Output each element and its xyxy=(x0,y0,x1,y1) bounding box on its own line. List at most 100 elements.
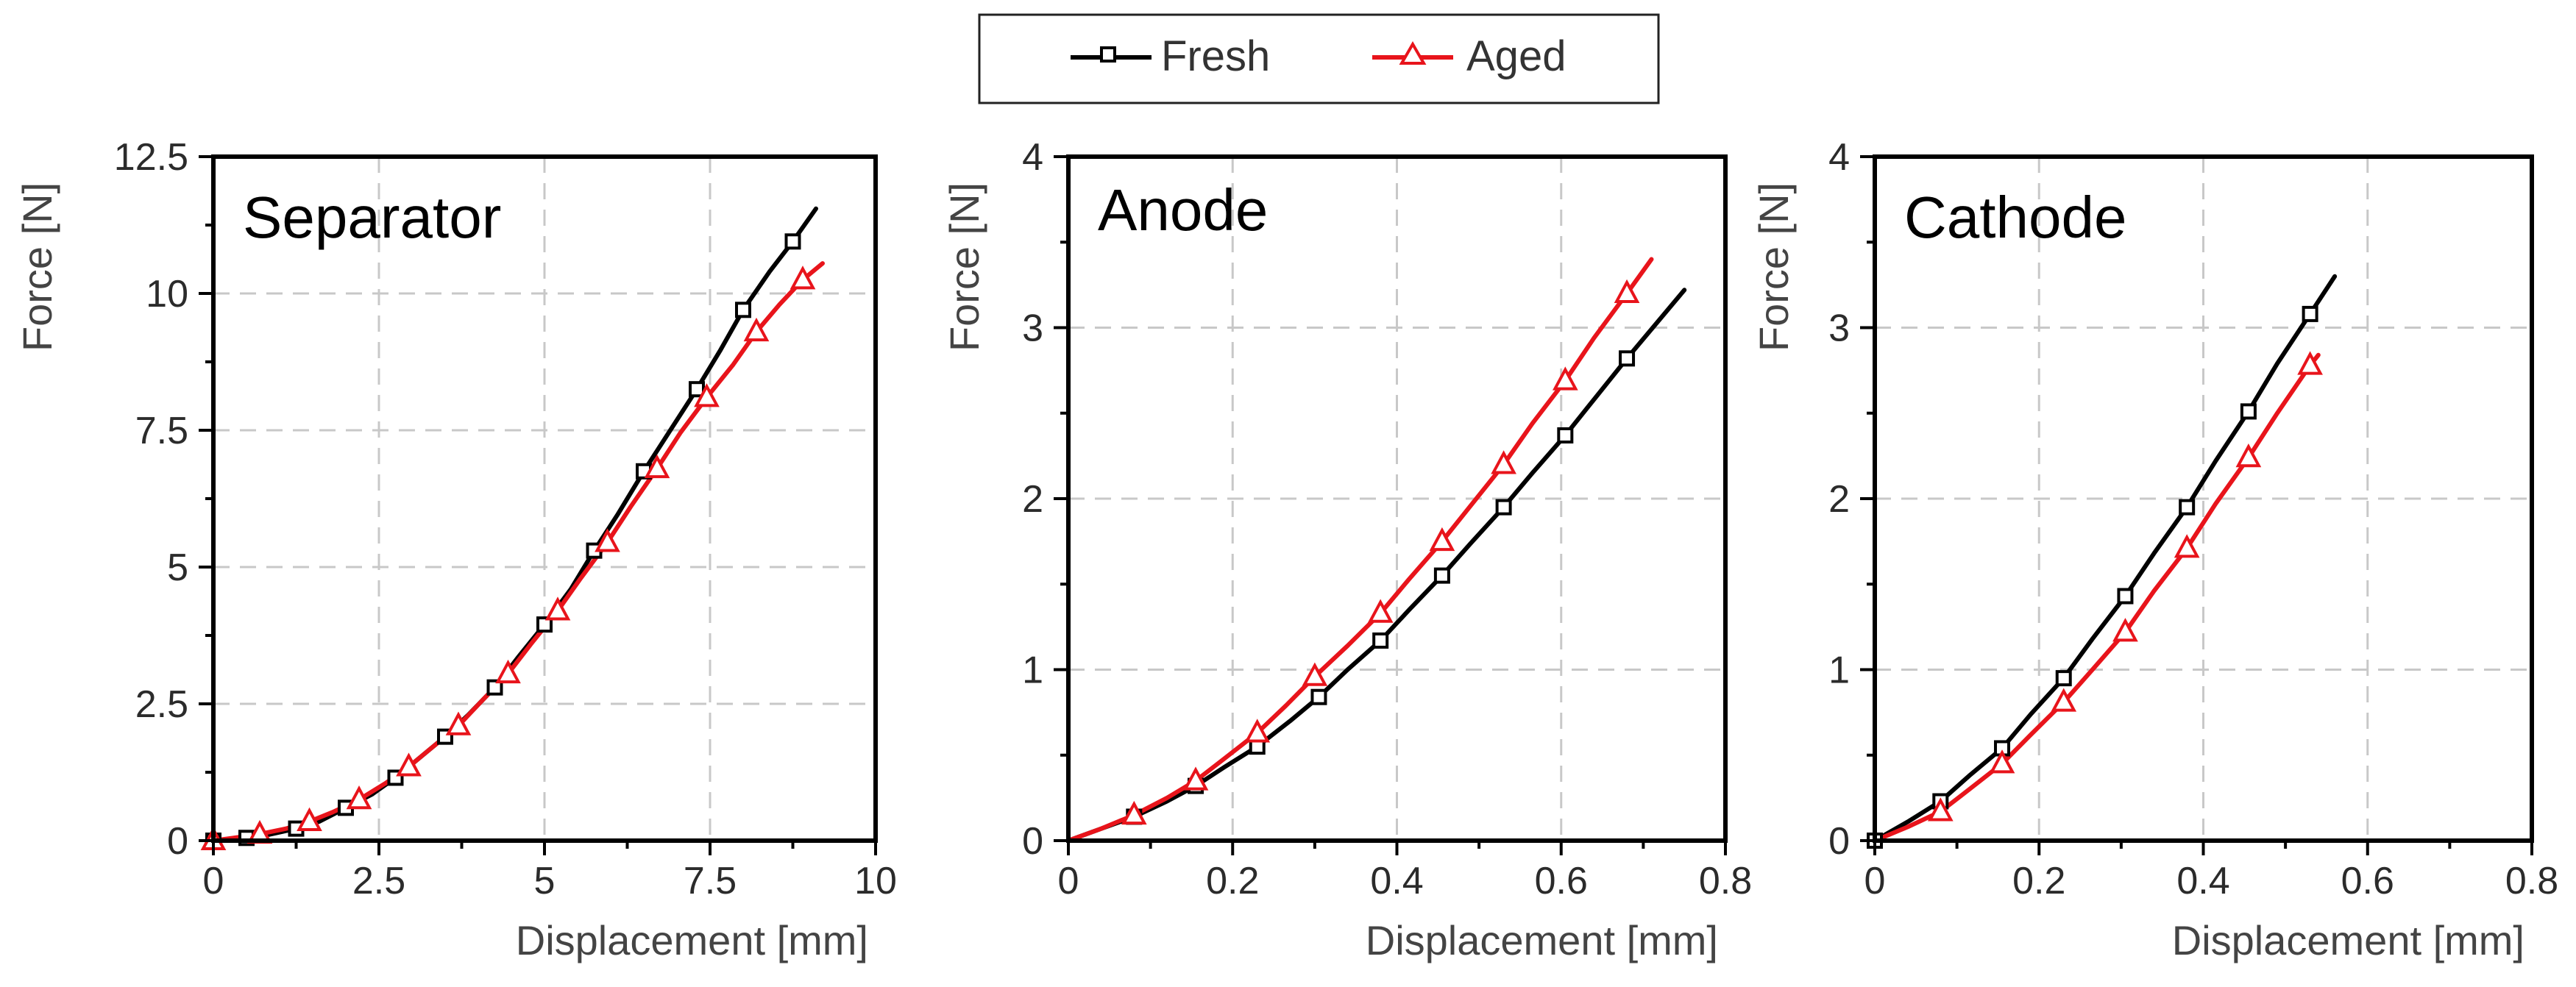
separator-aged-marker xyxy=(445,711,472,735)
cathode-aged-marker xyxy=(2174,534,2200,558)
separator-fresh-marker xyxy=(486,679,503,696)
separator-fresh-marker xyxy=(536,616,553,633)
cathode-x-tick-label: 0.2 xyxy=(2012,860,2065,902)
anode-y-tick-label: 2 xyxy=(1022,478,1043,521)
anode-fresh-marker xyxy=(1372,632,1389,649)
separator-x-tick-label: 5 xyxy=(534,860,556,902)
cathode-x-tick-label: 0.8 xyxy=(2505,860,2558,902)
separator-series-aged-line xyxy=(211,261,825,843)
separator-aged-marker xyxy=(544,596,571,621)
separator-x-tick-label: 2.5 xyxy=(352,860,405,902)
anode-fresh-marker xyxy=(1619,350,1636,367)
cathode-aged-marker xyxy=(1927,797,1954,822)
legend-entry-fresh: Fresh xyxy=(1071,32,1270,80)
anode-grid xyxy=(1068,157,1725,841)
cathode-x-axis-label: Displacement [mm] xyxy=(2172,917,2524,963)
legend: Fresh Aged xyxy=(978,13,1660,104)
anode-x-axis-label: Displacement [mm] xyxy=(1366,917,1718,963)
separator-fresh-marker xyxy=(784,233,801,250)
cathode-fresh-marker xyxy=(2240,403,2257,420)
anode-x-tick-label: 0.2 xyxy=(1206,860,1259,902)
separator-x-tick-label: 10 xyxy=(854,860,897,902)
anode-x-tick-label: 0 xyxy=(1058,860,1079,902)
cathode-y-tick-label: 0 xyxy=(1828,820,1850,863)
anode-fresh-marker xyxy=(1310,688,1327,705)
anode-y-tick-label: 1 xyxy=(1022,649,1043,692)
cathode-fresh-marker xyxy=(2055,670,2072,687)
anode-series-aged-line xyxy=(1066,257,1654,843)
anode-y-axis-label: Force [N] xyxy=(941,182,987,352)
separator-aged-marker xyxy=(694,383,720,407)
cathode-aged-marker xyxy=(2297,351,2323,375)
separator-y-tick-label: 5 xyxy=(167,546,188,589)
separator-fresh-marker xyxy=(689,381,705,398)
cathode-aged-marker xyxy=(2051,688,2077,712)
cathode-y-tick-label: 1 xyxy=(1828,649,1850,692)
cathode-y-tick-label: 3 xyxy=(1828,307,1850,350)
anode-panel-title: Anode xyxy=(1098,177,1268,243)
anode-series-fresh-line xyxy=(1066,288,1687,843)
separator-aged-marker xyxy=(297,807,322,831)
separator-y-tick-label: 12.5 xyxy=(114,136,188,179)
anode-aged-marker xyxy=(1614,279,1640,303)
anode-fresh-marker xyxy=(1495,499,1512,516)
separator-aged-marker xyxy=(346,785,372,810)
anode-fresh-marker xyxy=(1433,567,1450,584)
anode-aged-marker xyxy=(1552,366,1578,391)
anode-x-tick-label: 0.8 xyxy=(1699,860,1752,902)
cathode-x-tick-label: 0 xyxy=(1864,860,1886,902)
separator-series-fresh-line xyxy=(211,206,818,843)
separator-aged-marker xyxy=(790,266,816,290)
separator-aged-marker xyxy=(396,752,422,777)
anode-aged-marker xyxy=(1182,766,1209,791)
legend-entry-aged: Aged xyxy=(1372,32,1566,80)
anode-aged-marker xyxy=(1121,800,1147,825)
anode-aged-marker xyxy=(1429,527,1455,552)
cathode-fresh-marker xyxy=(2117,588,2134,605)
anode-y-tick-label: 4 xyxy=(1022,136,1043,179)
separator-x-tick-label: 0 xyxy=(203,860,224,902)
separator-x-tick-label: 7.5 xyxy=(684,860,737,902)
cathode-y-tick-label: 2 xyxy=(1828,478,1850,521)
separator-aged-marker xyxy=(644,454,670,479)
anode-x-tick-label: 0.4 xyxy=(1370,860,1423,902)
anode-aged-marker xyxy=(1302,662,1328,686)
separator-y-tick-label: 7.5 xyxy=(135,410,188,452)
cathode-series-fresh-line xyxy=(1873,274,2338,843)
legend-aged-marker xyxy=(1399,40,1427,65)
cathode-grid xyxy=(1875,157,2532,841)
cathode-y-axis-label: Force [N] xyxy=(1750,182,1797,352)
cathode-aged-marker xyxy=(2235,443,2262,468)
panel-anode: 0 0.2 0.4 0.6 0.8 0 1 2 3 4 Displacement [mm] Force… xyxy=(941,136,1752,963)
panel-cathode: 0 0.2 0.4 0.6 0.8 0 1 2 3 4 Displacement [mm] Force… xyxy=(1750,136,2558,963)
separator-aged-marker xyxy=(495,659,521,684)
anode-fresh-marker xyxy=(1557,427,1574,443)
cathode-x-tick-label: 0.4 xyxy=(2176,860,2229,902)
anode-y-tick-label: 0 xyxy=(1022,820,1043,863)
cathode-series-aged-line xyxy=(1873,352,2321,843)
anode-aged-marker xyxy=(1244,719,1271,743)
separator-aged-marker xyxy=(743,317,770,342)
separator-x-axis-label: Displacement [mm] xyxy=(516,917,868,963)
legend-fresh-marker xyxy=(1100,46,1116,63)
cathode-y-tick-label: 4 xyxy=(1828,136,1850,179)
anode-x-tick-label: 0.6 xyxy=(1535,860,1588,902)
cathode-panel-title: Cathode xyxy=(1904,185,2126,250)
separator-y-axis-label: Force [N] xyxy=(14,182,60,352)
separator-aged-marker xyxy=(595,528,620,552)
anode-y-tick-label: 3 xyxy=(1022,307,1043,350)
separator-y-tick-label: 2.5 xyxy=(135,683,188,726)
separator-grid xyxy=(213,157,876,841)
panel-separator: 0 2.5 5 7.5 10 0 2.5 5 7.5 10 12.5 Displacement [mm… xyxy=(14,136,897,963)
cathode-fresh-marker xyxy=(2302,305,2318,322)
legend-fresh-label: Fresh xyxy=(1161,32,1270,80)
cathode-aged-marker xyxy=(1989,749,2015,774)
separator-y-tick-label: 0 xyxy=(167,820,188,863)
cathode-fresh-marker xyxy=(2179,499,2196,516)
separator-panel-title: Separator xyxy=(243,185,501,250)
cathode-x-tick-label: 0.6 xyxy=(2341,860,2394,902)
separator-fresh-marker xyxy=(735,302,751,318)
legend-aged-label: Aged xyxy=(1466,32,1566,80)
cathode-aged-marker xyxy=(2112,618,2138,642)
